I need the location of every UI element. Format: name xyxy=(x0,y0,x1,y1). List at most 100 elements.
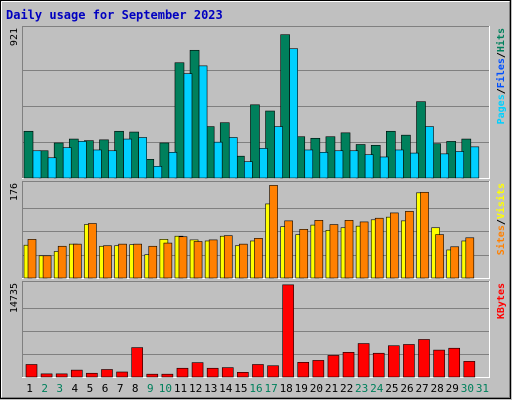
bar-kbytes-day-8 xyxy=(131,347,143,378)
day-label-13: 13 xyxy=(204,382,217,395)
panel-visits-sites: 176 Sites/Visits xyxy=(9,181,507,279)
bar-pages-day-20 xyxy=(319,152,329,179)
bar-kbytes-day-27 xyxy=(418,339,430,378)
bar-kbytes-day-3 xyxy=(55,373,68,378)
bar-kbytes-day-21 xyxy=(327,355,340,378)
bar-pages-day-26 xyxy=(410,152,419,179)
bar-sites-day-19 xyxy=(299,229,309,279)
bar-sites-day-5 xyxy=(88,223,97,279)
day-label-27: 27 xyxy=(415,382,428,395)
day-label-21: 21 xyxy=(325,382,338,395)
bar-sites-day-15 xyxy=(239,243,248,279)
day-label-10: 10 xyxy=(159,382,172,395)
bar-pages-day-10 xyxy=(168,152,178,179)
legend-part-separator: / xyxy=(496,88,507,94)
bar-kbytes-day-17 xyxy=(267,365,279,378)
day-label-28: 28 xyxy=(431,382,444,395)
day-label-29: 29 xyxy=(446,382,459,395)
bar-sites-day-21 xyxy=(329,224,339,279)
day-label-3: 3 xyxy=(56,382,63,395)
bar-pages-day-3 xyxy=(62,147,72,179)
bar-kbytes-day-26 xyxy=(403,344,415,378)
bar-pages-day-9 xyxy=(153,166,163,179)
bar-sites-day-22 xyxy=(344,220,354,279)
legend-label-hits-files-pages: Pages/Files/Hits xyxy=(495,28,507,124)
day-label-12: 12 xyxy=(189,382,202,395)
series-sites xyxy=(27,185,475,279)
bar-sites-day-8 xyxy=(133,243,142,279)
bar-pages-day-1 xyxy=(32,150,42,179)
bar-kbytes-day-19 xyxy=(297,362,310,378)
bar-pages-day-25 xyxy=(395,149,404,179)
bar-kbytes-day-15 xyxy=(237,372,249,378)
legend-label-visits-sites: Sites/Visits xyxy=(495,183,507,255)
bar-sites-day-29 xyxy=(450,246,460,279)
day-label-9: 9 xyxy=(147,382,154,395)
day-label-2: 2 xyxy=(41,382,48,395)
bar-kbytes-day-13 xyxy=(206,367,219,378)
series-kbytes xyxy=(25,284,476,378)
legend-part-separator: / xyxy=(496,219,507,225)
ymax-label-hits-files-pages: 921 xyxy=(9,28,20,46)
bar-kbytes-day-2 xyxy=(40,373,53,378)
bar-pages-day-7 xyxy=(123,138,132,179)
day-label-7: 7 xyxy=(117,382,124,395)
bar-pages-day-2 xyxy=(47,157,57,179)
bar-kbytes-day-25 xyxy=(388,345,400,378)
legend-label-kbytes: KBytes xyxy=(496,283,507,319)
bar-sites-day-30 xyxy=(465,237,475,279)
bar-sites-day-26 xyxy=(405,211,414,279)
bar-sites-day-4 xyxy=(72,243,82,279)
bar-kbytes-day-18 xyxy=(282,284,294,378)
bar-sites-day-18 xyxy=(284,220,293,279)
bar-pages-day-17 xyxy=(274,126,283,179)
bar-hits-day-16 xyxy=(250,104,260,179)
legend-part-visits: Visits xyxy=(495,183,507,219)
day-label-20: 20 xyxy=(310,382,323,395)
day-label-25: 25 xyxy=(385,382,398,395)
bar-kbytes-day-23 xyxy=(357,343,370,378)
day-label-18: 18 xyxy=(280,382,293,395)
bar-kbytes-day-11 xyxy=(176,367,189,378)
bar-sites-day-9 xyxy=(148,245,158,279)
bar-kbytes-day-16 xyxy=(252,364,264,378)
legend-part-sites: Sites xyxy=(495,225,507,255)
day-labels: 1 2 3 4 5 6 7 8 9 10 11 12 13 14 15 16 17 18 19 20 21 22 23 24 2… xyxy=(26,382,489,395)
bar-sites-day-10 xyxy=(163,242,173,279)
bar-pages-day-5 xyxy=(93,149,102,179)
bar-sites-day-28 xyxy=(435,234,444,279)
bar-pages-day-12 xyxy=(198,65,208,179)
bar-sites-day-11 xyxy=(178,236,188,279)
bar-kbytes-day-12 xyxy=(191,362,204,378)
bar-kbytes-day-14 xyxy=(221,367,234,378)
day-label-5: 5 xyxy=(87,382,94,395)
day-label-17: 17 xyxy=(264,382,277,395)
legend-part-kbytes: KBytes xyxy=(496,283,507,319)
day-label-30: 30 xyxy=(461,382,474,395)
bar-kbytes-day-28 xyxy=(433,349,445,378)
bar-pages-day-27 xyxy=(425,126,434,179)
bar-kbytes-day-4 xyxy=(70,369,83,378)
bar-sites-day-17 xyxy=(269,185,278,279)
bar-kbytes-day-10 xyxy=(161,373,174,378)
bar-pages-day-15 xyxy=(244,161,253,179)
day-label-31: 31 xyxy=(476,382,489,395)
day-label-1: 1 xyxy=(26,382,33,395)
bar-sites-day-23 xyxy=(359,221,369,279)
bar-pages-day-29 xyxy=(455,151,465,179)
bar-pages-day-24 xyxy=(379,156,389,179)
bar-kbytes-day-24 xyxy=(372,352,385,378)
bar-sites-day-14 xyxy=(223,235,233,279)
day-label-16: 16 xyxy=(249,382,262,395)
bar-kbytes-day-9 xyxy=(146,373,159,378)
day-label-26: 26 xyxy=(400,382,413,395)
bar-pages-day-4 xyxy=(77,141,87,179)
bar-pages-day-14 xyxy=(228,137,238,179)
bar-sites-day-3 xyxy=(57,245,67,279)
bar-pages-day-13 xyxy=(213,141,223,179)
bar-kbytes-day-5 xyxy=(86,372,98,378)
bar-pages-day-19 xyxy=(304,149,314,179)
bar-pages-day-30 xyxy=(470,146,480,179)
bar-sites-day-16 xyxy=(254,238,263,279)
